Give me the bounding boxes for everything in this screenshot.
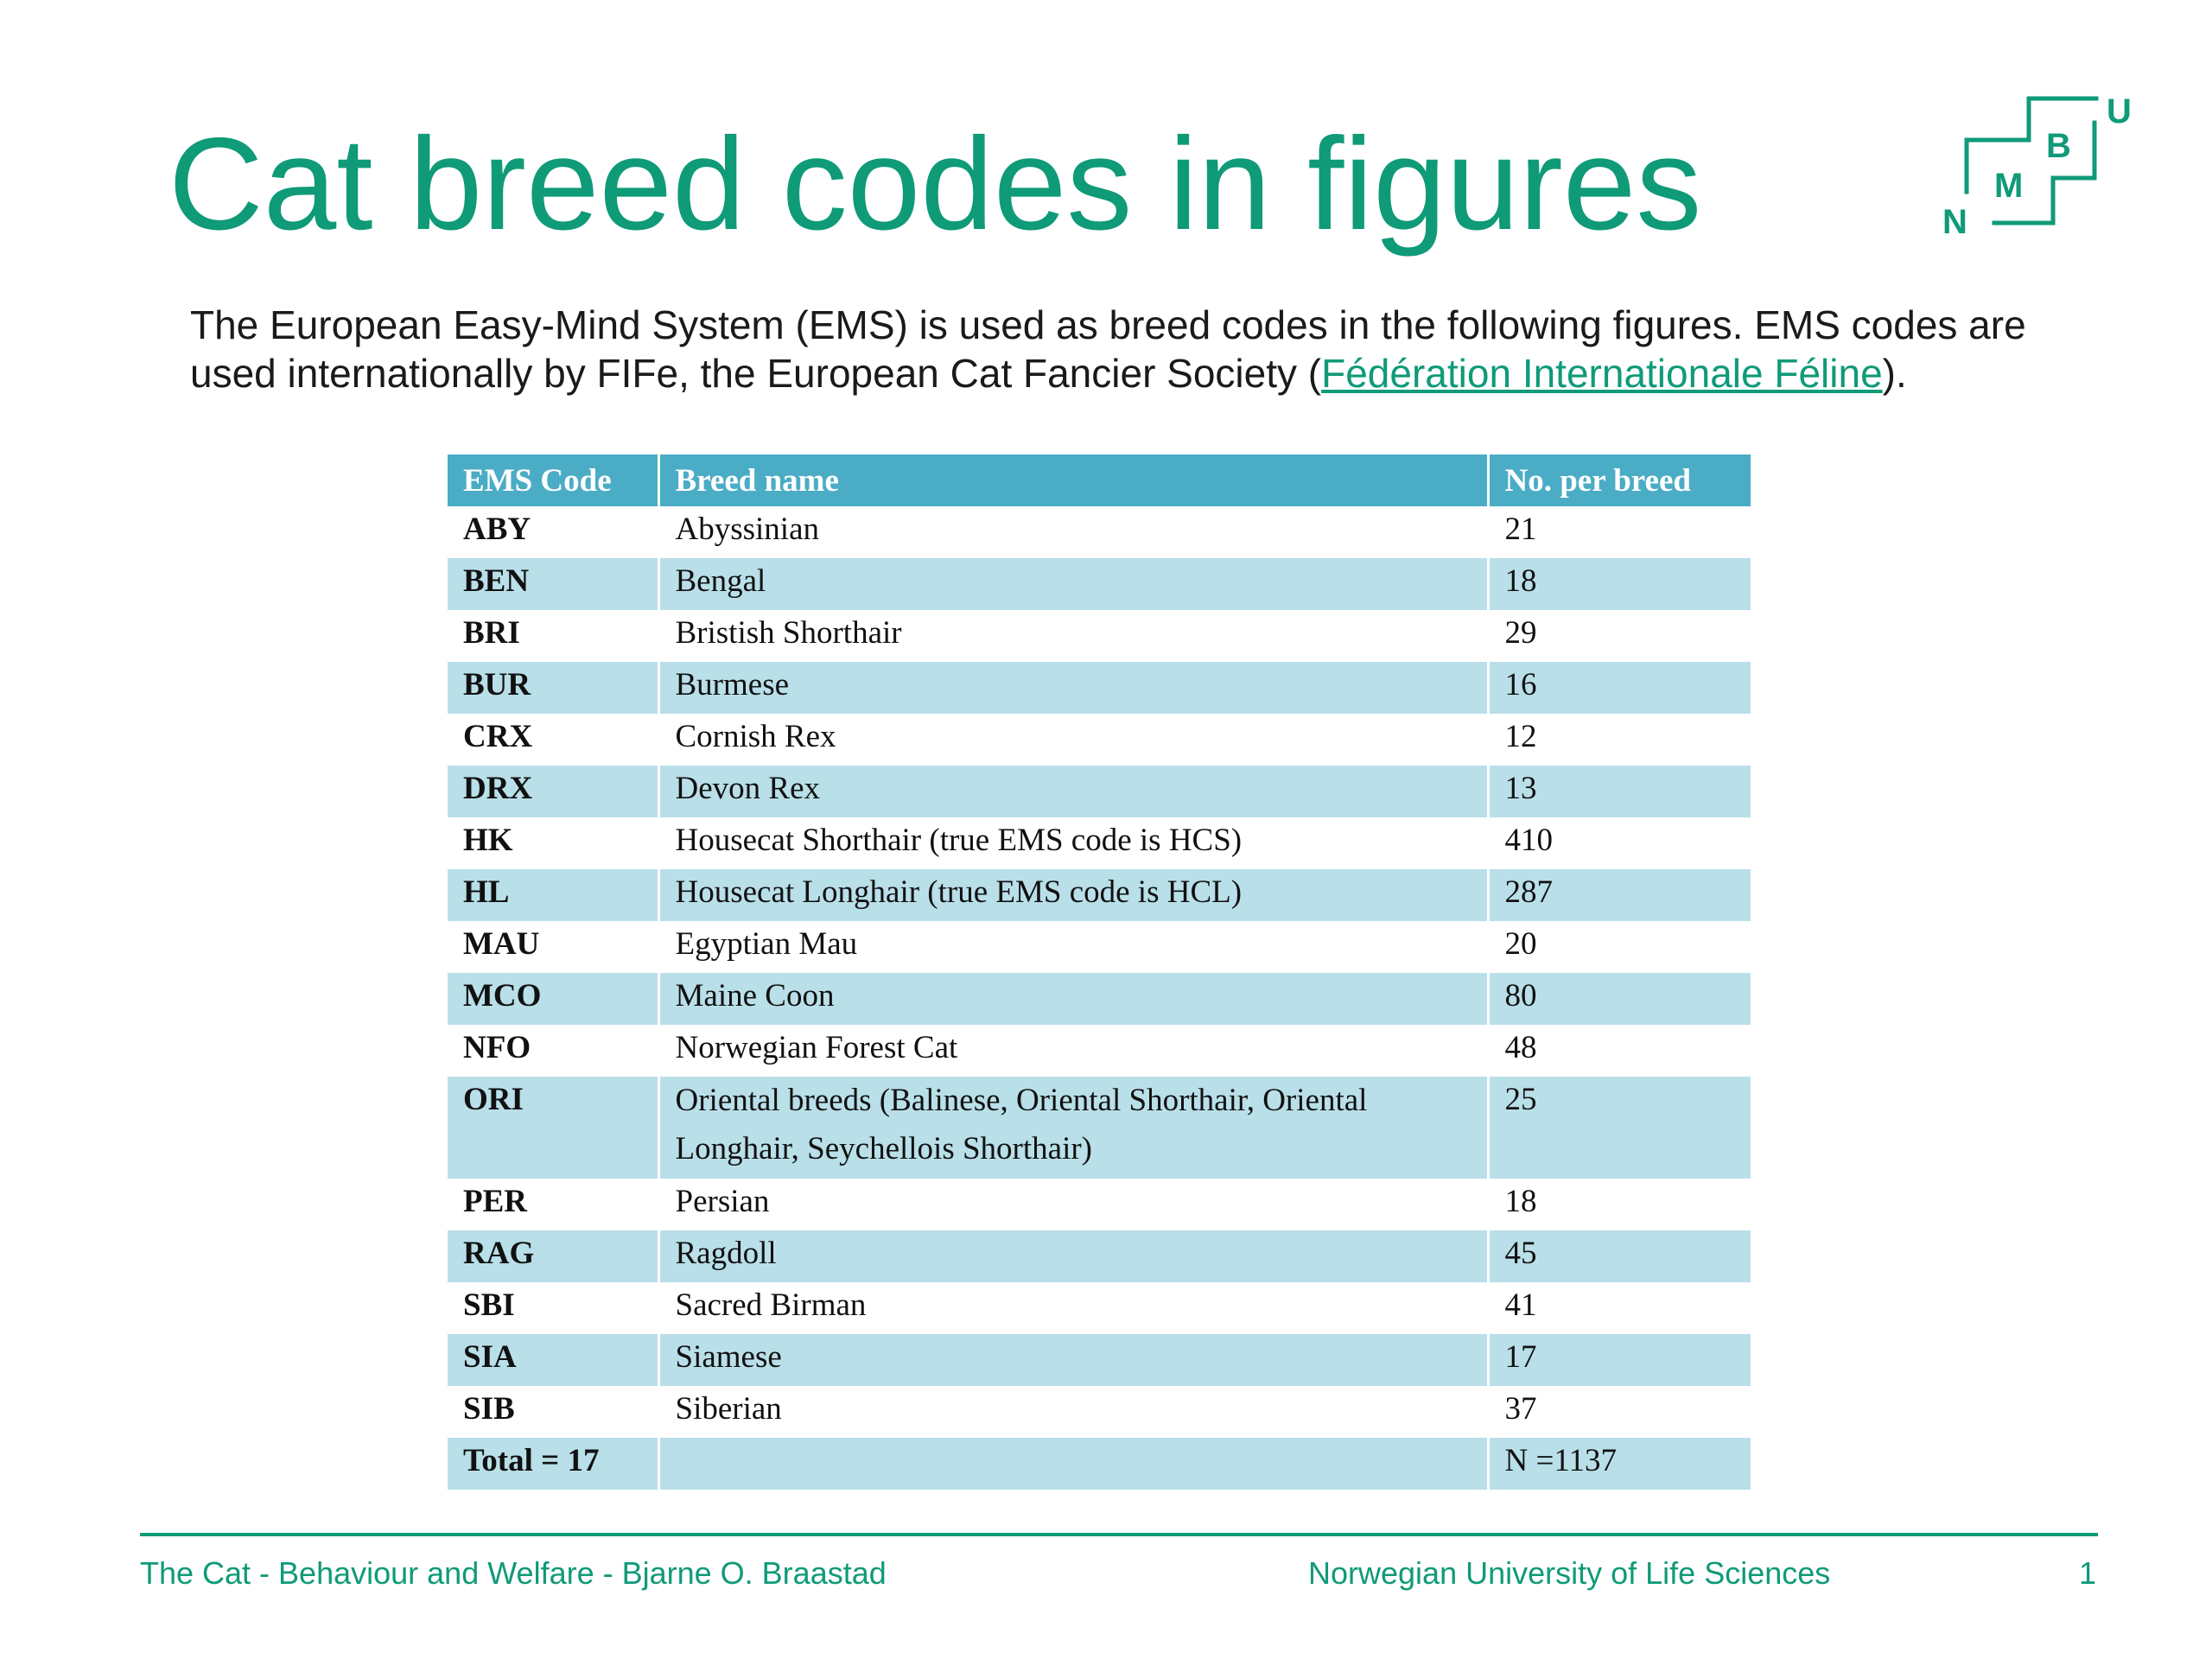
count-cell: 21	[1488, 506, 1751, 558]
breed-name-cell: Burmese	[658, 662, 1490, 714]
count-cell: 25	[1488, 1077, 1751, 1179]
table-row: HK Housecat Shorthair (true EMS code is H…	[448, 817, 1751, 869]
table-row: NFO Norwegian Forest Cat 48	[448, 1025, 1751, 1077]
table-row: CRX Cornish Rex 12	[448, 714, 1751, 766]
ems-code-cell: SBI	[448, 1282, 660, 1334]
count-cell: 410	[1488, 817, 1751, 869]
footer-divider	[140, 1533, 2098, 1536]
intro-text: The European Easy-Mind System (EMS) is u…	[190, 302, 2026, 396]
breed-name-cell: Sacred Birman	[658, 1282, 1490, 1334]
count-cell: 29	[1488, 610, 1751, 662]
breed-name-cell: Siberian	[658, 1386, 1490, 1438]
ems-code-cell: MCO	[448, 973, 660, 1025]
count-cell: 80	[1488, 973, 1751, 1025]
breed-name-cell: Bristish Shorthair	[658, 610, 1490, 662]
fife-link[interactable]: Fédération Internationale Féline	[1321, 351, 1883, 396]
logo-letter-n: N	[1942, 203, 1967, 240]
breed-name-cell: Oriental breeds (Balinese, Oriental Shor…	[658, 1077, 1490, 1179]
count-cell: 12	[1488, 714, 1751, 766]
ems-code-cell: BEN	[448, 558, 660, 610]
ems-code-cell: NFO	[448, 1025, 660, 1077]
count-cell: 20	[1488, 921, 1751, 973]
breed-name-cell: Ragdoll	[658, 1230, 1490, 1282]
count-cell: 45	[1488, 1230, 1751, 1282]
breed-name-cell: Housecat Shorthair (true EMS code is HCS…	[658, 817, 1490, 869]
logo-letter-u: U	[2107, 92, 2132, 130]
breed-name-cell: Bengal	[658, 558, 1490, 610]
intro-end: ).	[1882, 351, 1907, 396]
table-row: BUR Burmese 16	[448, 662, 1751, 714]
table-row: SIB Siberian 37	[448, 1386, 1751, 1438]
logo-letter-b: B	[2046, 127, 2071, 165]
ems-code-cell: DRX	[448, 766, 660, 817]
table-row: HL Housecat Longhair (true EMS code is HC…	[448, 869, 1751, 921]
ems-code-cell: Total = 17	[448, 1438, 660, 1490]
count-cell: 287	[1488, 869, 1751, 921]
breed-name-cell: Egyptian Mau	[658, 921, 1490, 973]
table-row: BEN Bengal 18	[448, 558, 1751, 610]
table-row: RAG Ragdoll 45	[448, 1230, 1751, 1282]
header-ems-code: EMS Code	[448, 454, 660, 506]
breed-code-table: EMS Code Breed name No. per breed ABY Aby…	[448, 454, 1751, 1490]
logo-letter-m: M	[1994, 167, 2023, 205]
count-cell: 13	[1488, 766, 1751, 817]
table-row: PER Persian 18	[448, 1179, 1751, 1230]
count-cell: 41	[1488, 1282, 1751, 1334]
breed-name-cell: Cornish Rex	[658, 714, 1490, 766]
header-breed-name: Breed name	[658, 454, 1490, 506]
slide-title: Cat breed codes in figures	[168, 111, 1702, 257]
nmbu-logo: N M B U	[1942, 92, 2132, 240]
table-row: BRI Bristish Shorthair 29	[448, 610, 1751, 662]
table-row: Total = 17 N =1137	[448, 1438, 1751, 1490]
ems-code-cell: BUR	[448, 662, 660, 714]
ems-code-cell: ABY	[448, 506, 660, 558]
intro-paragraph: The European Easy-Mind System (EMS) is u…	[190, 301, 2074, 397]
count-cell: 37	[1488, 1386, 1751, 1438]
page-number: 1	[2079, 1555, 2097, 1591]
ems-code-cell: SIB	[448, 1386, 660, 1438]
table-row: MCO Maine Coon 80	[448, 973, 1751, 1025]
ems-code-cell: HL	[448, 869, 660, 921]
ems-code-cell: PER	[448, 1179, 660, 1230]
header-count: No. per breed	[1488, 454, 1751, 506]
breed-name-cell: Persian	[658, 1179, 1490, 1230]
table-header-row: EMS Code Breed name No. per breed	[448, 454, 1751, 506]
ems-code-cell: SIA	[448, 1334, 660, 1386]
footer-course-title: The Cat - Behaviour and Welfare - Bjarne…	[140, 1555, 887, 1591]
table-row: ORI Oriental breeds (Balinese, Oriental S…	[448, 1077, 1751, 1179]
ems-code-cell: CRX	[448, 714, 660, 766]
breed-name-cell: Housecat Longhair (true EMS code is HCL)	[658, 869, 1490, 921]
count-cell: 17	[1488, 1334, 1751, 1386]
breed-name-cell: Devon Rex	[658, 766, 1490, 817]
ems-code-cell: BRI	[448, 610, 660, 662]
count-cell: 18	[1488, 1179, 1751, 1230]
count-cell: 18	[1488, 558, 1751, 610]
breed-name-cell	[658, 1438, 1490, 1490]
table-row: MAU Egyptian Mau 20	[448, 921, 1751, 973]
count-cell: 48	[1488, 1025, 1751, 1077]
ems-code-cell: HK	[448, 817, 660, 869]
table-row: DRX Devon Rex 13	[448, 766, 1751, 817]
ems-code-cell: RAG	[448, 1230, 660, 1282]
count-cell: N =1137	[1488, 1438, 1751, 1490]
breed-name-cell: Maine Coon	[658, 973, 1490, 1025]
footer-university: Norwegian University of Life Sciences	[1308, 1555, 1831, 1591]
table-row: SIA Siamese 17	[448, 1334, 1751, 1386]
breed-name-cell: Abyssinian	[658, 506, 1490, 558]
breed-name-cell: Siamese	[658, 1334, 1490, 1386]
ems-code-cell: ORI	[448, 1077, 660, 1179]
table-row: SBI Sacred Birman 41	[448, 1282, 1751, 1334]
table-row: ABY Abyssinian 21	[448, 506, 1751, 558]
ems-code-cell: MAU	[448, 921, 660, 973]
count-cell: 16	[1488, 662, 1751, 714]
breed-name-cell: Norwegian Forest Cat	[658, 1025, 1490, 1077]
